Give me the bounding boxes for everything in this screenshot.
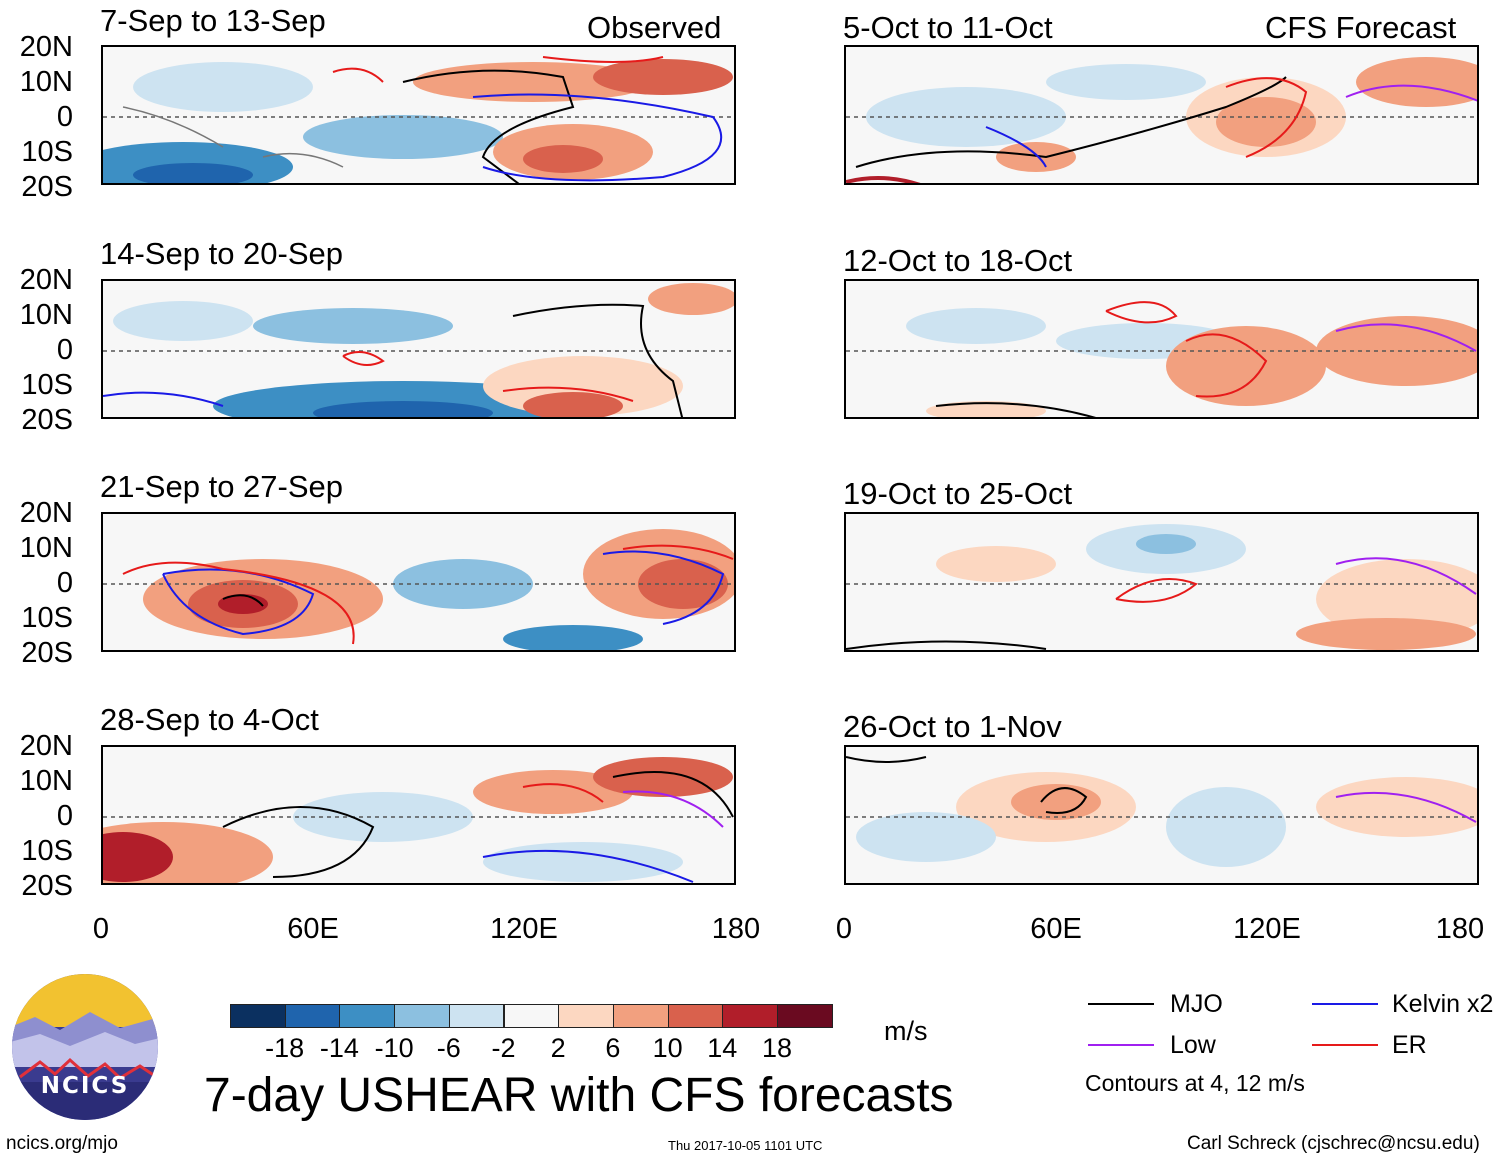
legend-line-er <box>1312 1044 1378 1046</box>
map-panel-21sep-27sep <box>101 512 736 652</box>
figure-title: 7-day USHEAR with CFS forecasts <box>204 1069 954 1122</box>
lat-label: 10S <box>21 369 73 401</box>
lon-label: 0 <box>92 913 110 945</box>
lat-label: 10N <box>19 299 73 331</box>
lat-label: 20N <box>19 730 73 762</box>
lat-label: 10S <box>21 136 73 168</box>
colorbar-tick-label: 14 <box>707 1033 738 1063</box>
cfs-forecast-label: CFS Forecast <box>1265 10 1457 45</box>
colorbar-swatch <box>558 1004 614 1028</box>
colorbar-swatch <box>230 1004 286 1028</box>
lat-label: 20N <box>19 31 73 63</box>
colorbar-swatch <box>667 1004 724 1028</box>
colorbar-swatch <box>284 1004 341 1028</box>
panel-title-7: 19-Oct to 25-Oct <box>843 476 1073 511</box>
lat-label: 20S <box>21 404 73 436</box>
panel-title-1: 7-Sep to 13-Sep <box>100 3 326 38</box>
legend-label-low: Low <box>1170 1031 1216 1059</box>
colorbar-swatch <box>722 1004 778 1028</box>
map-panel-28sep-4oct <box>101 745 736 885</box>
colorbar-tick-label: -18 <box>265 1033 305 1063</box>
colorbar-swatch <box>448 1004 505 1028</box>
map-panel-7sep-13sep <box>101 45 736 185</box>
panel-title-6: 12-Oct to 18-Oct <box>843 243 1073 278</box>
lat-label: 20S <box>21 637 73 669</box>
legend-line-low <box>1088 1044 1154 1046</box>
lon-label: 180 <box>1435 913 1485 945</box>
colorbar-tick-label: 6 <box>605 1033 621 1063</box>
panel-title-2: 14-Sep to 20-Sep <box>100 236 344 271</box>
colorbar-swatch <box>612 1004 669 1028</box>
footer-url: ncics.org/mjo <box>6 1133 118 1154</box>
colorbar-units: m/s <box>884 1016 928 1046</box>
lat-label: 10S <box>21 602 73 634</box>
colorbar-swatch <box>503 1004 560 1028</box>
map-panel-5oct-11oct <box>844 45 1479 185</box>
colorbar-tick-label: -10 <box>374 1033 414 1063</box>
lat-label: 0 <box>56 101 73 133</box>
panel-title-8: 26-Oct to 1-Nov <box>843 709 1062 744</box>
lon-label: 180 <box>711 913 761 945</box>
map-panel-19oct-25oct <box>844 512 1479 652</box>
colorbar-tick-label: -2 <box>491 1033 516 1063</box>
lat-label: 20S <box>21 171 73 203</box>
lon-label: 120E <box>1233 913 1301 945</box>
lon-label: 120E <box>490 913 558 945</box>
lat-label: 20N <box>19 497 73 529</box>
panel-title-5: 5-Oct to 11-Oct <box>843 10 1053 45</box>
colorbar-tick-label: -6 <box>436 1033 461 1063</box>
colorbar-swatch <box>394 1004 450 1028</box>
colorbar-swatch <box>339 1004 396 1028</box>
colorbar-tick-label: 10 <box>652 1033 683 1063</box>
lat-label: 20N <box>19 264 73 296</box>
lat-label: 0 <box>56 800 73 832</box>
lon-label: 60E <box>1030 913 1082 945</box>
lat-label: 10S <box>21 835 73 867</box>
colorbar-tick-label: 2 <box>550 1033 566 1063</box>
lat-label: 0 <box>56 567 73 599</box>
lat-label: 0 <box>56 334 73 366</box>
footer-timestamp: Thu 2017-10-05 1101 UTC <box>668 1138 823 1153</box>
lon-label: 60E <box>287 913 339 945</box>
colorbar-tick-label: 18 <box>761 1033 793 1063</box>
observed-label: Observed <box>587 10 722 45</box>
legend-label-mjo: MJO <box>1170 990 1223 1018</box>
logo-text: NCICS <box>41 1073 130 1099</box>
footer-author: Carl Schreck (cjschrec@ncsu.edu) <box>1187 1133 1480 1154</box>
lat-label: 10N <box>19 66 73 98</box>
panel-title-3: 21-Sep to 27-Sep <box>100 469 344 504</box>
panel-title-4: 28-Sep to 4-Oct <box>100 702 319 737</box>
legend-note: Contours at 4, 12 m/s <box>1085 1070 1305 1096</box>
colorbar-swatch <box>777 1004 833 1028</box>
map-panel-14sep-20sep <box>101 279 736 419</box>
colorbar-tick-label: -14 <box>319 1033 359 1063</box>
map-panel-12oct-18oct <box>844 279 1479 419</box>
legend-line-mjo <box>1088 1003 1154 1005</box>
ncics-logo: NCICS <box>10 972 160 1122</box>
legend-line-kelvin <box>1312 1003 1378 1005</box>
legend-label-kelvin: Kelvin x2 <box>1392 990 1494 1018</box>
lat-label: 10N <box>19 532 73 564</box>
lat-label: 20S <box>21 870 73 902</box>
legend-label-er: ER <box>1392 1031 1427 1059</box>
map-panel-26oct-1nov <box>844 745 1479 885</box>
lon-label: 0 <box>835 913 853 945</box>
lat-label: 10N <box>19 765 73 797</box>
